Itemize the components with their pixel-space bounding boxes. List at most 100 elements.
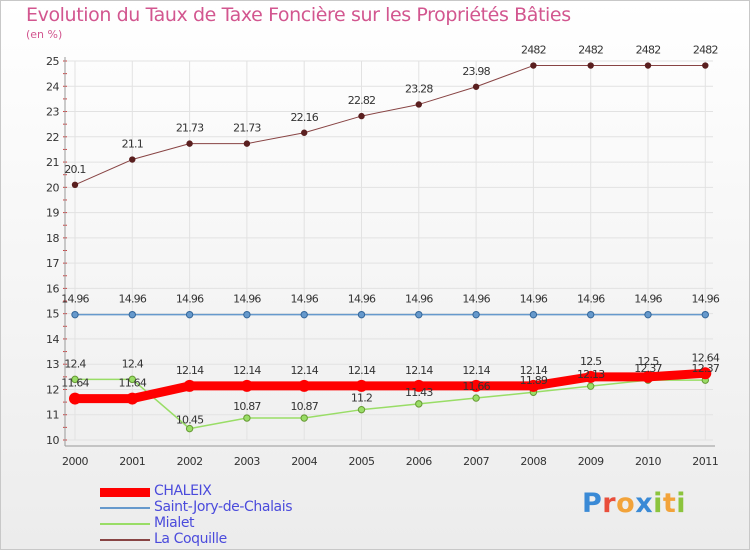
data-point xyxy=(186,140,193,147)
logo-letter: i xyxy=(653,488,663,519)
y-tick-label: 18 xyxy=(46,232,59,245)
legend: CHALEIX Saint-Jory-de-Chalais Mialet La Coq… xyxy=(100,483,400,548)
y-tick-label: 16 xyxy=(46,282,59,295)
data-label: 14.96 xyxy=(233,293,261,306)
data-point xyxy=(584,370,597,383)
data-label: 12.5 xyxy=(637,355,659,368)
data-point xyxy=(470,379,483,392)
x-tick-label: 2005 xyxy=(349,455,375,468)
data-point xyxy=(642,370,654,383)
data-label: 14.96 xyxy=(290,293,318,306)
data-point xyxy=(300,310,308,319)
logo-letter: r xyxy=(602,488,617,519)
data-point xyxy=(587,62,594,69)
data-point xyxy=(71,310,79,319)
data-label: 21.73 xyxy=(176,122,204,135)
legend-item: Mialet xyxy=(100,515,400,532)
data-label: 14.96 xyxy=(577,293,605,306)
data-point xyxy=(415,101,422,108)
data-point xyxy=(243,310,251,319)
data-label: 2482 xyxy=(578,44,603,57)
data-label: 20.1 xyxy=(64,163,85,176)
data-label: 12.14 xyxy=(520,364,548,377)
data-label: 12.13 xyxy=(577,368,605,381)
data-label: 12.4 xyxy=(122,357,144,370)
legend-label: Mialet xyxy=(154,515,195,531)
data-label: 23.28 xyxy=(405,82,433,95)
data-label: 14.96 xyxy=(520,293,548,306)
legend-label: CHALEIX xyxy=(154,483,212,499)
x-tick-label: 2001 xyxy=(119,455,145,468)
y-tick-label: 25 xyxy=(46,55,59,68)
data-point xyxy=(702,62,709,69)
data-point xyxy=(527,379,540,392)
data-label: 12.14 xyxy=(348,364,376,377)
y-tick-label: 13 xyxy=(46,358,59,371)
data-label: 14.96 xyxy=(405,293,433,306)
data-point xyxy=(415,310,423,319)
data-label: 11.89 xyxy=(520,374,548,387)
y-tick-label: 23 xyxy=(46,106,59,119)
data-point xyxy=(243,140,251,147)
data-label: 12.64 xyxy=(692,351,720,364)
data-label: 12.37 xyxy=(692,362,720,375)
data-label: 10.87 xyxy=(290,400,318,413)
data-label: 12.14 xyxy=(290,364,318,377)
proxiti-logo: Proxiti xyxy=(582,488,686,519)
y-tick-label: 22 xyxy=(46,131,59,144)
y-tick-label: 12 xyxy=(46,383,59,396)
data-point xyxy=(71,375,79,384)
data-point xyxy=(357,310,366,319)
data-label: 14.96 xyxy=(119,293,147,306)
logo-letter: o xyxy=(616,488,636,519)
data-point xyxy=(185,310,194,319)
data-label: 12.14 xyxy=(462,364,490,377)
y-tick-label: 20 xyxy=(46,181,59,194)
y-tick-label: 21 xyxy=(46,156,59,169)
data-point xyxy=(300,414,308,422)
data-point xyxy=(183,379,196,392)
x-tick-label: 2006 xyxy=(406,455,432,468)
data-label: 11.2 xyxy=(351,392,372,405)
data-point xyxy=(69,392,81,405)
legend-label: La Coquille xyxy=(154,531,227,547)
x-tick-label: 2007 xyxy=(463,455,489,468)
data-label: 12.14 xyxy=(233,364,261,377)
logo-letter: P xyxy=(582,488,603,519)
data-point xyxy=(129,156,136,163)
legend-item: La Coquille xyxy=(100,531,400,548)
y-tick-label: 14 xyxy=(46,333,59,346)
data-label: 10.87 xyxy=(233,400,261,413)
data-label: 12.37 xyxy=(634,362,662,375)
y-tick-label: 19 xyxy=(46,207,59,220)
data-point xyxy=(243,414,251,422)
data-label: 12.5 xyxy=(580,355,602,368)
data-label: 21.1 xyxy=(122,138,143,151)
data-label: 11.66 xyxy=(462,380,490,393)
data-label: 11.64 xyxy=(119,377,147,390)
data-point xyxy=(644,62,652,69)
data-label: 12.14 xyxy=(405,364,433,377)
data-label: 14.96 xyxy=(176,293,204,306)
data-point xyxy=(472,394,480,402)
data-label: 11.64 xyxy=(61,377,89,390)
data-label: 12.4 xyxy=(64,357,86,370)
data-point xyxy=(355,379,368,392)
data-label: 23.98 xyxy=(462,65,490,78)
legend-item: CHALEIX xyxy=(100,483,400,500)
x-tick-label: 2003 xyxy=(234,455,260,468)
data-point xyxy=(357,405,366,414)
data-label: 22.16 xyxy=(290,111,318,124)
data-label: 14.96 xyxy=(462,293,490,306)
data-label: 12.14 xyxy=(176,364,204,377)
legend-label: Saint-Jory-de-Chalais xyxy=(154,499,293,515)
data-point xyxy=(358,112,365,120)
data-point xyxy=(587,310,595,319)
series-line-chaleix xyxy=(75,368,706,404)
y-axis-unit: (en %) xyxy=(26,28,63,41)
x-tick-label: 2008 xyxy=(520,455,546,468)
series-line-mialet xyxy=(75,378,706,430)
legend-swatch xyxy=(100,539,150,541)
data-label: 14.96 xyxy=(348,293,376,306)
